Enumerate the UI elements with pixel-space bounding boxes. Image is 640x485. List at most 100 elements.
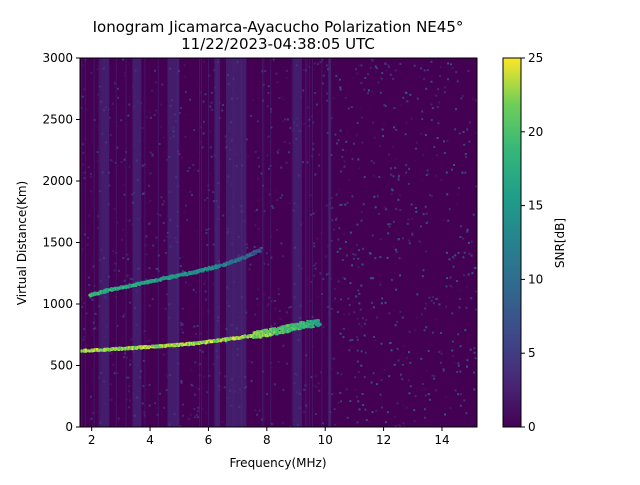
noise-speckle [461,171,464,174]
interference-streak [81,58,83,427]
noise-speckle [309,213,312,216]
noise-speckle [465,412,468,415]
noise-speckle [211,108,213,111]
noise-speckle [440,352,443,355]
trace-1-mark [147,280,150,284]
trace-0-mark [126,346,129,349]
noise-speckle [446,277,449,280]
noise-speckle [394,415,397,418]
trace-0-mark [141,345,144,348]
interference-streak [329,58,331,427]
noise-speckle [330,197,333,199]
noise-speckle [269,361,272,364]
noise-speckle [400,257,403,260]
noise-speckle [318,389,321,392]
noise-speckle [372,306,375,309]
noise-speckle [422,154,425,157]
noise-speckle [313,264,316,267]
noise-speckle [430,60,433,63]
noise-speckle [285,311,288,314]
trace-0-mark [139,345,142,348]
trace-0-mark [163,344,166,347]
noise-speckle [386,411,389,414]
trace-1-mark [145,282,148,285]
noise-speckle [417,63,420,66]
noise-speckle [247,360,250,363]
noise-speckle [367,73,370,76]
noise-speckle [465,306,468,309]
noise-speckle [155,236,158,239]
trace-1-mark [212,266,216,269]
noise-speckle [148,184,150,187]
noise-speckle [374,272,377,275]
noise-speckle [195,414,198,416]
noise-speckle [343,277,346,280]
noise-speckle [88,284,91,287]
noise-speckle [273,383,276,386]
noise-speckle [348,313,351,316]
noise-speckle [89,296,92,299]
noise-speckle [356,421,359,424]
noise-speckle [465,156,467,158]
noise-speckle [442,369,445,372]
noise-speckle [348,349,351,352]
noise-speckle [261,418,263,421]
noise-speckle [98,305,101,308]
noise-speckle [124,352,126,355]
noise-speckle [373,195,376,198]
noise-speckle [379,145,382,148]
noise-speckle [191,384,194,387]
trace-1-mark [246,253,249,256]
noise-speckle [327,245,330,248]
trace-0-mark [90,350,93,353]
noise-speckle [334,218,337,221]
noise-speckle [267,167,270,170]
noise-speckle [473,347,476,350]
trace-0-mark [86,349,89,352]
noise-speckle [310,376,313,379]
trace-1-mark [247,254,250,257]
noise-speckle [369,66,372,69]
noise-speckle [346,416,349,419]
trace-1-mark [166,277,169,280]
noise-speckle [289,306,292,308]
noise-speckle [453,361,456,364]
noise-speckle [357,64,360,67]
noise-speckle [212,168,215,171]
noise-speckle [212,200,215,203]
trace-1-mark [94,291,97,294]
noise-speckle [328,203,331,206]
noise-speckle [165,388,168,391]
trace-1-mark [239,258,243,261]
noise-speckle [475,308,477,311]
noise-speckle [196,230,198,233]
trace-0-mark [275,329,278,332]
y-tick-label-1000: 1000 [42,297,73,311]
noise-speckle [305,404,308,407]
noise-speckle [405,171,408,174]
noise-speckle [340,298,342,301]
noise-speckle [92,327,95,330]
noise-speckle [356,72,359,75]
noise-speckle [457,333,460,336]
noise-speckle [166,235,168,238]
trace-1-mark [146,280,149,283]
noise-speckle [249,263,252,266]
noise-speckle [114,262,117,265]
interference-bands [81,58,332,427]
noise-speckle [353,311,356,314]
noise-speckle [246,243,248,246]
noise-speckle [117,96,120,99]
noise-speckle [110,398,113,401]
noise-speckle [193,408,196,411]
noise-speckle [184,281,187,284]
trace-0-mark [271,327,274,330]
trace-0-mark [104,348,107,351]
noise-speckle [159,214,162,217]
trace-0-mark [282,331,285,334]
noise-speckle [344,203,347,206]
trace-0-mark [295,324,298,327]
noise-speckle [268,193,271,196]
noise-speckle [379,354,382,357]
noise-speckle [142,192,144,195]
